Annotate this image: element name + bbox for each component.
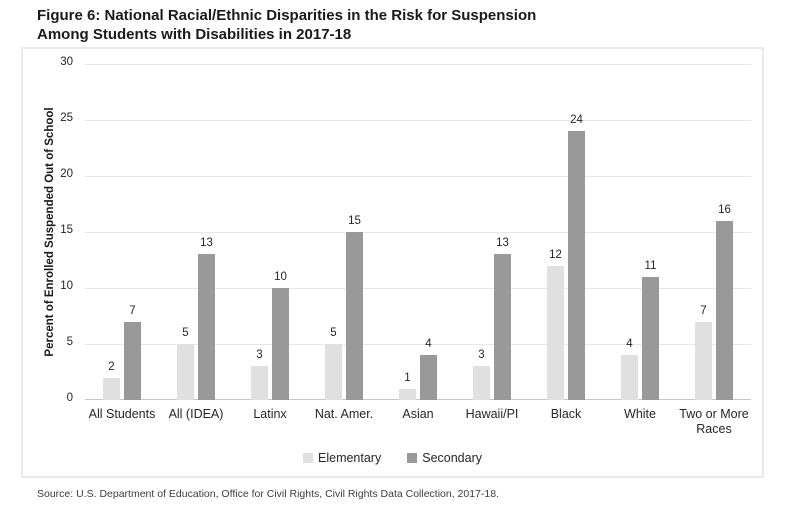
bar-value-label: 11 xyxy=(644,259,657,272)
bar-value-label: 5 xyxy=(182,327,189,339)
bar-elementary: 5 xyxy=(177,327,194,400)
x-axis-category-labels: All Students All (IDEA) Latinx Nat. Amer. As… xyxy=(85,407,751,437)
bar-group: 7 16 xyxy=(677,64,751,400)
x-category-label: White xyxy=(624,407,656,421)
bar-value-label: 4 xyxy=(425,338,432,351)
plot-area: 2 7 5 13 3 10 5 15 1 4 3 13 12 24 4 11 7 16 xyxy=(85,64,751,400)
x-category-label: All Students xyxy=(88,407,156,421)
gridline xyxy=(85,232,751,233)
bar-elementary: 12 xyxy=(547,249,564,400)
bar-elementary: 3 xyxy=(251,349,268,400)
chart-title-line-1: Figure 6: National Racial/Ethnic Dispari… xyxy=(37,7,537,24)
bar-secondary: 16 xyxy=(716,204,733,400)
legend-swatch-icon xyxy=(407,453,418,463)
legend-item: Secondary xyxy=(407,451,482,465)
bar-value-label: 1 xyxy=(404,371,411,384)
x-axis-baseline xyxy=(85,399,751,400)
bar-secondary: 7 xyxy=(124,305,141,400)
y-tick-label: 20 xyxy=(60,168,73,180)
bar-secondary: 11 xyxy=(642,260,659,400)
bar-value-label: 4 xyxy=(626,338,633,351)
y-tick-label: 10 xyxy=(60,280,73,292)
bar-value-label: 16 xyxy=(718,203,731,216)
chart-title-line-2: Among Students with Disabilities in 2017… xyxy=(37,26,352,43)
y-tick-label: 30 xyxy=(60,56,73,68)
source-note: Source: U.S. Department of Education, Of… xyxy=(37,488,500,500)
x-category-label: Hawaii/PI xyxy=(465,407,519,421)
y-tick-label: 5 xyxy=(66,336,73,348)
legend-item: Elementary xyxy=(303,451,381,465)
legend-label: Elementary xyxy=(318,451,382,465)
x-category-label: Two or More Races xyxy=(679,407,749,436)
bar-secondary: 13 xyxy=(198,237,215,400)
bar-secondary: 4 xyxy=(420,338,437,400)
chart-title: Figure 6: National Racial/Ethnic Dispari… xyxy=(37,6,637,44)
bar-value-label: 5 xyxy=(330,327,337,339)
bar-elementary: 3 xyxy=(473,349,490,400)
bar-elementary: 4 xyxy=(621,338,638,400)
y-tick-label: 15 xyxy=(60,224,73,236)
bar-secondary: 15 xyxy=(346,215,363,400)
bar-value-label: 13 xyxy=(200,237,213,250)
gridline xyxy=(85,288,751,289)
bar-group: 5 15 xyxy=(307,64,381,400)
x-category-label: Black xyxy=(550,407,582,421)
bars-container: 2 7 5 13 3 10 5 15 1 4 3 13 12 24 4 11 7 16 xyxy=(85,64,751,400)
bar-value-label: 24 xyxy=(570,114,583,127)
bar-value-label: 10 xyxy=(274,271,287,283)
bar-value-label: 3 xyxy=(256,349,263,362)
bar-group: 4 11 xyxy=(603,64,677,400)
y-tick-label: 0 xyxy=(66,392,73,404)
bar-value-label: 12 xyxy=(549,248,562,261)
bar-elementary: 1 xyxy=(399,372,416,400)
gridline xyxy=(85,120,751,121)
x-category-label: Latinx xyxy=(253,407,287,421)
y-tick-label: 25 xyxy=(60,112,73,124)
bar-value-label: 15 xyxy=(348,215,361,227)
x-category-label: Nat. Amer. xyxy=(314,407,374,421)
bar-value-label: 2 xyxy=(108,360,115,373)
x-category-label: Asian xyxy=(402,407,434,421)
bar-value-label: 7 xyxy=(129,304,136,317)
bar-value-label: 13 xyxy=(496,237,509,250)
bar-secondary: 13 xyxy=(494,237,511,400)
bar-group: 3 10 xyxy=(233,64,307,400)
bar-elementary: 7 xyxy=(695,305,712,400)
chart-plot-frame: Percent of Enrolled Suspended Out of Sch… xyxy=(21,47,764,478)
gridline xyxy=(85,344,751,345)
bar-secondary: 10 xyxy=(272,271,289,400)
bar-group: 5 13 xyxy=(159,64,233,400)
x-category-label: All (IDEA) xyxy=(168,407,224,421)
gridline xyxy=(85,64,751,65)
bar-group: 12 24 xyxy=(529,64,603,400)
legend-swatch-icon xyxy=(303,453,313,463)
legend-label: Secondary xyxy=(422,451,482,465)
bar-value-label: 7 xyxy=(700,304,707,317)
bar-elementary: 2 xyxy=(103,361,120,400)
bar-group: 3 13 xyxy=(455,64,529,400)
bar-value-label: 3 xyxy=(478,349,485,362)
bar-elementary: 5 xyxy=(325,327,342,400)
legend: Elementary Secondary xyxy=(23,451,762,465)
gridline xyxy=(85,176,751,177)
bar-secondary: 24 xyxy=(568,114,585,400)
